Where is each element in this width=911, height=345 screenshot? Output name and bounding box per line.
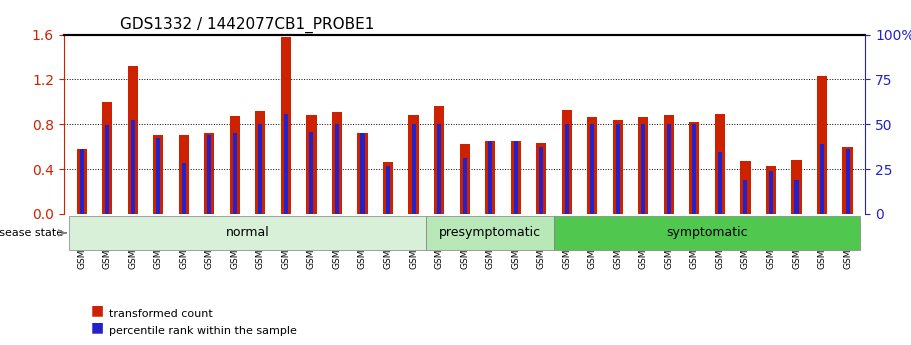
Bar — [361, 133, 364, 214]
Bar — [817, 76, 827, 214]
Text: ■: ■ — [91, 303, 104, 317]
Bar — [561, 110, 572, 214]
Text: transformed count: transformed count — [109, 309, 213, 319]
Text: normal: normal — [226, 226, 270, 239]
Bar — [539, 147, 543, 214]
Bar — [488, 141, 492, 214]
Bar — [281, 37, 291, 214]
Bar — [105, 125, 109, 214]
Bar — [357, 133, 368, 214]
Bar — [233, 133, 237, 214]
Bar — [128, 66, 138, 214]
Bar — [179, 136, 189, 214]
Bar — [565, 124, 568, 214]
Bar — [769, 171, 773, 214]
Bar — [153, 136, 163, 214]
Bar — [181, 164, 186, 214]
Bar — [208, 136, 211, 214]
Bar — [639, 117, 649, 214]
Bar — [667, 124, 670, 214]
Text: disease state: disease state — [0, 228, 63, 238]
Bar — [510, 141, 521, 214]
Bar — [588, 117, 598, 214]
Text: percentile rank within the sample: percentile rank within the sample — [109, 326, 297, 336]
FancyBboxPatch shape — [69, 216, 426, 250]
Bar — [741, 161, 751, 214]
Bar — [690, 122, 700, 214]
Bar — [590, 124, 594, 214]
Bar — [641, 124, 645, 214]
Bar — [386, 166, 390, 214]
Bar — [820, 145, 824, 214]
Bar — [156, 138, 160, 214]
Bar — [766, 166, 776, 214]
Bar — [514, 141, 517, 214]
Text: symptomatic: symptomatic — [666, 226, 748, 239]
Bar — [79, 149, 84, 214]
Bar — [616, 124, 619, 214]
Bar — [485, 141, 496, 214]
Bar — [845, 149, 850, 214]
Bar — [383, 162, 394, 214]
Bar — [459, 144, 470, 214]
FancyBboxPatch shape — [426, 216, 554, 250]
Bar — [412, 124, 415, 214]
Bar — [613, 120, 623, 214]
Bar — [306, 115, 316, 214]
Bar — [692, 124, 696, 214]
Bar — [408, 115, 419, 214]
Bar — [843, 147, 853, 214]
Bar — [434, 106, 445, 214]
Text: ■: ■ — [91, 320, 104, 334]
Bar — [77, 149, 87, 214]
Bar — [310, 132, 313, 214]
Bar — [437, 124, 441, 214]
Bar — [259, 124, 262, 214]
Bar — [463, 158, 466, 214]
Bar — [102, 102, 112, 214]
Bar — [335, 124, 339, 214]
Bar — [792, 160, 802, 214]
Bar — [255, 111, 265, 214]
Bar — [718, 152, 722, 214]
Bar — [536, 143, 547, 214]
Bar — [794, 180, 799, 214]
FancyBboxPatch shape — [554, 216, 860, 250]
Text: GDS1332 / 1442077CB1_PROBE1: GDS1332 / 1442077CB1_PROBE1 — [120, 17, 374, 33]
Bar — [284, 114, 288, 214]
Text: presymptomatic: presymptomatic — [439, 226, 541, 239]
Bar — [204, 133, 214, 214]
Bar — [664, 115, 674, 214]
Bar — [230, 116, 240, 214]
Bar — [130, 120, 135, 214]
Bar — [743, 180, 748, 214]
Bar — [332, 112, 342, 214]
Bar — [715, 114, 725, 214]
